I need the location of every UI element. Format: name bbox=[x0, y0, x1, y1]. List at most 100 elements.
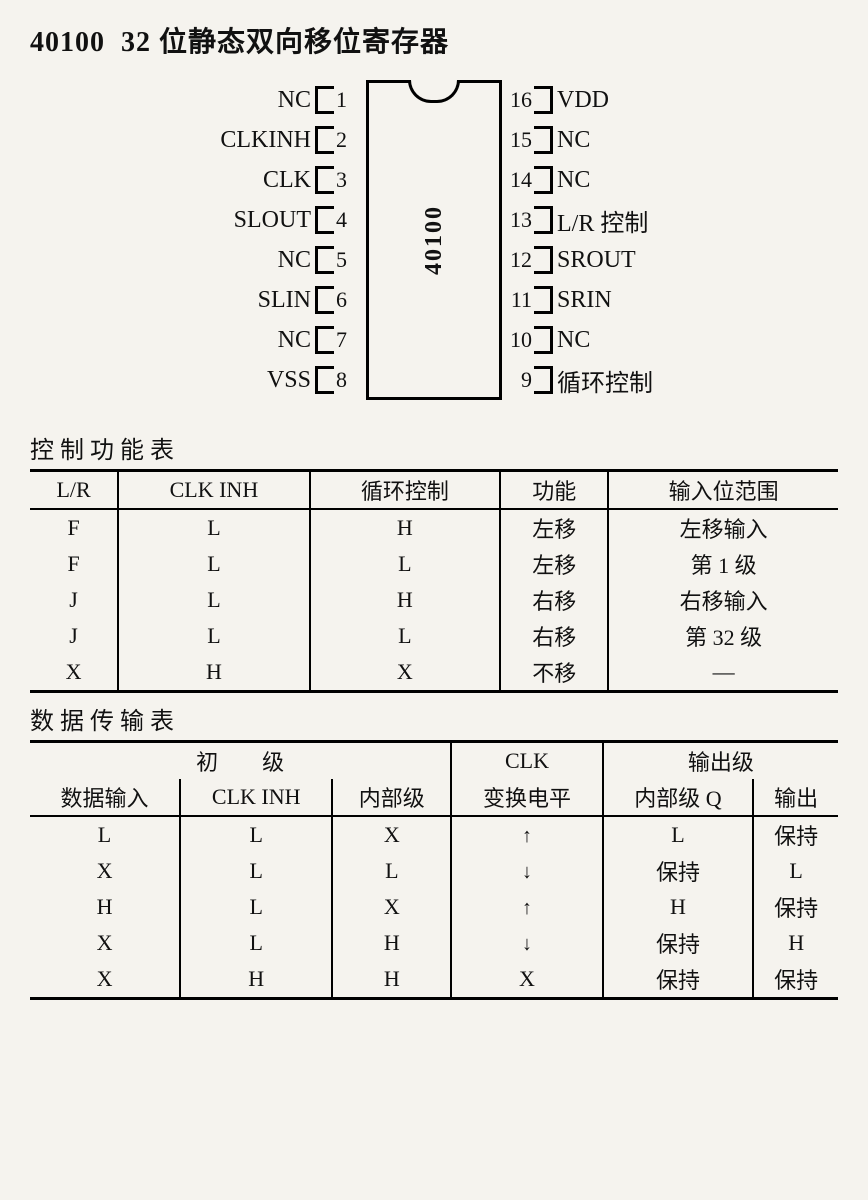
pin-stub bbox=[534, 366, 553, 394]
pin-stub bbox=[534, 326, 553, 354]
pin-label: VDD bbox=[553, 87, 677, 114]
pin-number: 13 bbox=[502, 207, 534, 233]
pin-stub bbox=[534, 286, 553, 314]
table-cell: L bbox=[30, 816, 180, 853]
pin-label: CLK bbox=[191, 167, 315, 194]
table-cell: H bbox=[310, 509, 500, 546]
table-cell: H bbox=[310, 582, 500, 618]
pin-8: VSS8 bbox=[191, 360, 366, 400]
table-row: XHHX保持保持 bbox=[30, 961, 838, 999]
table-cell: 左移 bbox=[500, 546, 608, 582]
pin-label: CLKINH bbox=[191, 127, 315, 154]
pin-14: 14 NC bbox=[502, 160, 677, 200]
data-transfer-table: 初 级 CLK 输出级 数据输入CLK INH内部级变换电平内部级 Q输出 LL… bbox=[30, 740, 838, 1000]
t2-header: 输出 bbox=[753, 779, 838, 816]
title-part-number: 40100 bbox=[30, 27, 105, 58]
table-cell: 保持 bbox=[603, 961, 754, 999]
table-cell: ↑ bbox=[451, 816, 603, 853]
table-cell: ↑ bbox=[451, 889, 603, 925]
pin-1: NC1 bbox=[191, 80, 366, 120]
pin-stub bbox=[534, 246, 553, 274]
table-cell: 右移输入 bbox=[608, 582, 838, 618]
pin-number: 14 bbox=[502, 167, 534, 193]
pin-stub bbox=[315, 286, 334, 314]
pin-9: 9循环控制 bbox=[502, 360, 677, 400]
table-cell: ↓ bbox=[451, 853, 603, 889]
pin-stub bbox=[315, 206, 334, 234]
pin-11: 11 SRIN bbox=[502, 280, 677, 320]
t2-group-1: 初 级 bbox=[30, 742, 451, 780]
table2-title: 数据传输表 bbox=[30, 701, 838, 736]
pin-stub bbox=[315, 86, 334, 114]
table-row: XLH↓保持H bbox=[30, 925, 838, 961]
table-row: XHX不移— bbox=[30, 654, 838, 692]
pin-number: 12 bbox=[502, 247, 534, 273]
pin-15: 15 NC bbox=[502, 120, 677, 160]
pin-stub bbox=[534, 206, 553, 234]
table-cell: 保持 bbox=[603, 925, 754, 961]
pin-5: NC 5 bbox=[191, 240, 366, 280]
table-cell: 右移 bbox=[500, 582, 608, 618]
table-cell: 保持 bbox=[753, 816, 838, 853]
pin-12: 12 SROUT bbox=[502, 240, 677, 280]
table-cell: L bbox=[310, 546, 500, 582]
table-cell: 保持 bbox=[603, 853, 754, 889]
pin-label: NC bbox=[553, 167, 677, 194]
pin-label: NC bbox=[191, 87, 315, 114]
table-cell: L bbox=[753, 853, 838, 889]
table-cell: L bbox=[310, 618, 500, 654]
pin-number: 15 bbox=[502, 127, 534, 153]
table-row: FLL左移第 1 级 bbox=[30, 546, 838, 582]
table-cell: — bbox=[608, 654, 838, 692]
pin-label: NC bbox=[191, 247, 315, 274]
table-cell: X bbox=[310, 654, 500, 692]
table-cell: L bbox=[180, 889, 332, 925]
pin-number: 16 bbox=[502, 87, 534, 113]
pin-number: 5 bbox=[334, 247, 366, 273]
pin-label: NC bbox=[191, 327, 315, 354]
table-cell: 右移 bbox=[500, 618, 608, 654]
pin-number: 7 bbox=[334, 327, 366, 353]
pin-label: SROUT bbox=[553, 247, 677, 274]
dip-left-pins: NC1CLKINH2CLK3SLOUT4NC5SLIN6NC7VSS8 bbox=[191, 80, 366, 400]
table-cell: 左移 bbox=[500, 509, 608, 546]
pin-number: 10 bbox=[502, 327, 534, 353]
table-cell: X bbox=[451, 961, 603, 999]
dip-notch bbox=[408, 80, 460, 103]
table-cell: F bbox=[30, 509, 118, 546]
table-cell: X bbox=[30, 925, 180, 961]
pin-label: NC bbox=[553, 127, 677, 154]
table-cell: H bbox=[30, 889, 180, 925]
pin-16: 16 VDD bbox=[502, 80, 677, 120]
page-title: 40100 32 位静态双向移位寄存器 bbox=[30, 20, 838, 60]
pin-4: SLOUT4 bbox=[191, 200, 366, 240]
table-cell: X bbox=[30, 853, 180, 889]
t1-header: 循环控制 bbox=[310, 471, 500, 510]
table-row: JLL右移第 32 级 bbox=[30, 618, 838, 654]
pin-label: L/R 控制 bbox=[553, 203, 677, 238]
table-cell: L bbox=[118, 582, 310, 618]
table-cell: 左移输入 bbox=[608, 509, 838, 546]
pin-number: 4 bbox=[334, 207, 366, 233]
pin-number: 11 bbox=[502, 287, 534, 313]
table-cell: L bbox=[180, 925, 332, 961]
table-cell: X bbox=[30, 961, 180, 999]
dip-part-number: 40100 bbox=[421, 205, 448, 275]
pin-stub bbox=[315, 166, 334, 194]
pin-label: VSS bbox=[191, 367, 315, 394]
t2-header: 变换电平 bbox=[451, 779, 603, 816]
pin-3: CLK3 bbox=[191, 160, 366, 200]
table-cell: 不移 bbox=[500, 654, 608, 692]
t1-header: 功能 bbox=[500, 471, 608, 510]
pin-number: 6 bbox=[334, 287, 366, 313]
table-cell: F bbox=[30, 546, 118, 582]
table-row: HLX↑H保持 bbox=[30, 889, 838, 925]
table-cell: H bbox=[332, 961, 451, 999]
table-cell: ↓ bbox=[451, 925, 603, 961]
t1-header: 输入位范围 bbox=[608, 471, 838, 510]
t2-group-3: 输出级 bbox=[603, 742, 838, 780]
t1-header: L/R bbox=[30, 471, 118, 510]
pin-label: SRIN bbox=[553, 287, 677, 314]
table-cell: L bbox=[332, 853, 451, 889]
table1-title: 控制功能表 bbox=[30, 430, 838, 465]
